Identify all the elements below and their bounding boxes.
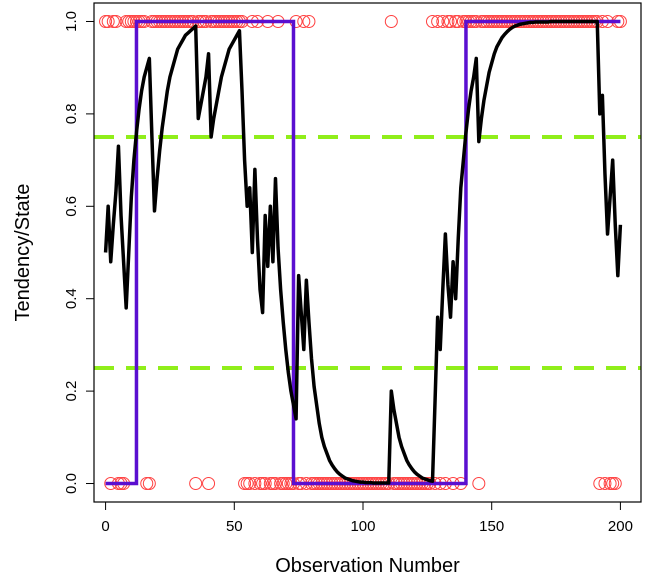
observation-point (436, 14, 450, 28)
tendency-line (103, 19, 623, 485)
x-axis: 0 50 100 150 200 (101, 501, 633, 535)
x-tick-label: 100 (350, 518, 375, 535)
y-tick-label: 1.0 (63, 11, 80, 32)
x-tick-label: 150 (479, 518, 504, 535)
observation-point (608, 477, 622, 491)
x-tick-label: 0 (101, 518, 109, 535)
observation-point (189, 477, 203, 491)
y-tick-label: 0.0 (63, 473, 80, 494)
x-axis-title: Observation Number (275, 555, 460, 577)
plot-frame (93, 2, 642, 503)
observation-point (472, 477, 486, 491)
observation-point (431, 14, 445, 28)
observation-point (258, 477, 272, 491)
observation-point (444, 14, 458, 28)
observation-point (297, 14, 311, 28)
observation-point (119, 14, 133, 28)
observation-point (598, 477, 612, 491)
observation-point (276, 477, 290, 491)
y-axis: 0.0 0.2 0.4 0.6 0.8 1.0 (63, 11, 95, 494)
observation-point (274, 477, 288, 491)
observation-point (603, 477, 617, 491)
observation-point (248, 477, 262, 491)
observation-point (101, 14, 115, 28)
observation-point (593, 477, 607, 491)
observation-point (99, 14, 113, 28)
observation-point (268, 477, 282, 491)
observation-point (238, 477, 252, 491)
y-axis-title: Tendency/State (12, 184, 34, 322)
y-tick-label: 0.6 (63, 196, 80, 217)
y-tick-label: 0.2 (63, 381, 80, 402)
observation-point (384, 14, 398, 28)
observation-point (606, 477, 620, 491)
observation-point (240, 477, 254, 491)
observation-point (109, 14, 123, 28)
y-tick-label: 0.8 (63, 103, 80, 124)
observation-point (142, 477, 156, 491)
observation-point (449, 14, 463, 28)
observation-point (243, 477, 257, 491)
observation-point (106, 14, 120, 28)
observation-point (266, 477, 280, 491)
plot-area (94, 14, 641, 491)
observation-point (441, 14, 455, 28)
x-tick-label: 200 (608, 518, 633, 535)
y-tick-label: 0.4 (63, 288, 80, 309)
observation-point (202, 477, 216, 491)
state-step-line (105, 19, 621, 486)
x-tick-label: 50 (226, 518, 243, 535)
observation-point (426, 14, 439, 28)
observation-point (253, 477, 267, 491)
observation-point (256, 477, 270, 491)
observation-point (263, 477, 277, 491)
observation-point (140, 477, 154, 491)
observation-point (302, 14, 316, 28)
